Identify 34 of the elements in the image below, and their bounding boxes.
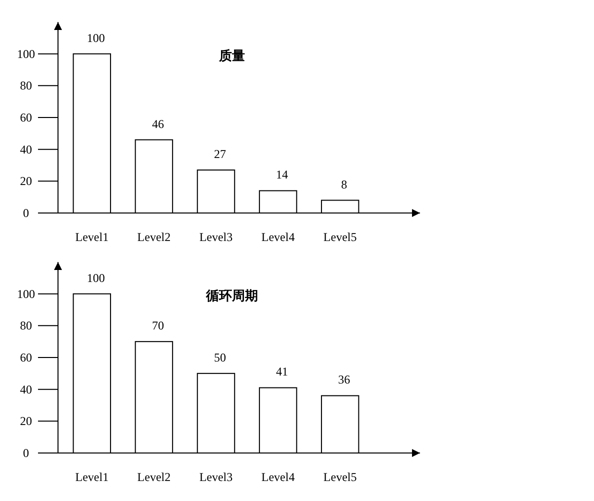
data-label: 100 (86, 30, 105, 45)
x-tick-label: Level4 (261, 470, 295, 484)
y-tick-label: 80 (20, 318, 32, 333)
data-label: 70 (152, 318, 164, 333)
y-tick-label: 100 (17, 286, 35, 301)
y-tick-label: 20 (20, 414, 32, 428)
y-tick-label: 20 (20, 174, 32, 188)
text: 质量 (218, 48, 245, 63)
y-tick-label: 60 (20, 350, 32, 364)
x-tick-label: Level2 (137, 230, 171, 244)
data-label: 41 (276, 364, 288, 379)
y-tick-label: 40 (20, 142, 32, 156)
x-tick-label: Level3 (199, 230, 233, 244)
x-tick-label: Level5 (323, 470, 357, 484)
x-tick-label: Level1 (75, 470, 109, 484)
text: 循环周期 (205, 288, 258, 303)
x-tick-label: Level4 (261, 230, 295, 244)
data-label: 14 (276, 168, 288, 182)
y-tick-label: 40 (20, 382, 32, 396)
data-label: 36 (338, 372, 350, 387)
y-tick-label: 0 (23, 206, 29, 220)
y-tick-label: 0 (23, 446, 29, 460)
data-label: 100 (86, 270, 105, 285)
x-tick-label: Level2 (137, 470, 171, 484)
data-label: 8 (341, 177, 348, 192)
data-label: 46 (152, 116, 164, 131)
y-tick-label: 100 (17, 46, 35, 61)
x-tick-label: Level1 (75, 230, 109, 244)
data-label: 27 (214, 147, 226, 162)
y-tick-label: 80 (20, 78, 32, 93)
data-label: 50 (214, 350, 226, 364)
x-tick-label: Level3 (199, 470, 233, 484)
x-tick-label: Level5 (323, 230, 357, 244)
y-tick-label: 60 (20, 110, 32, 124)
